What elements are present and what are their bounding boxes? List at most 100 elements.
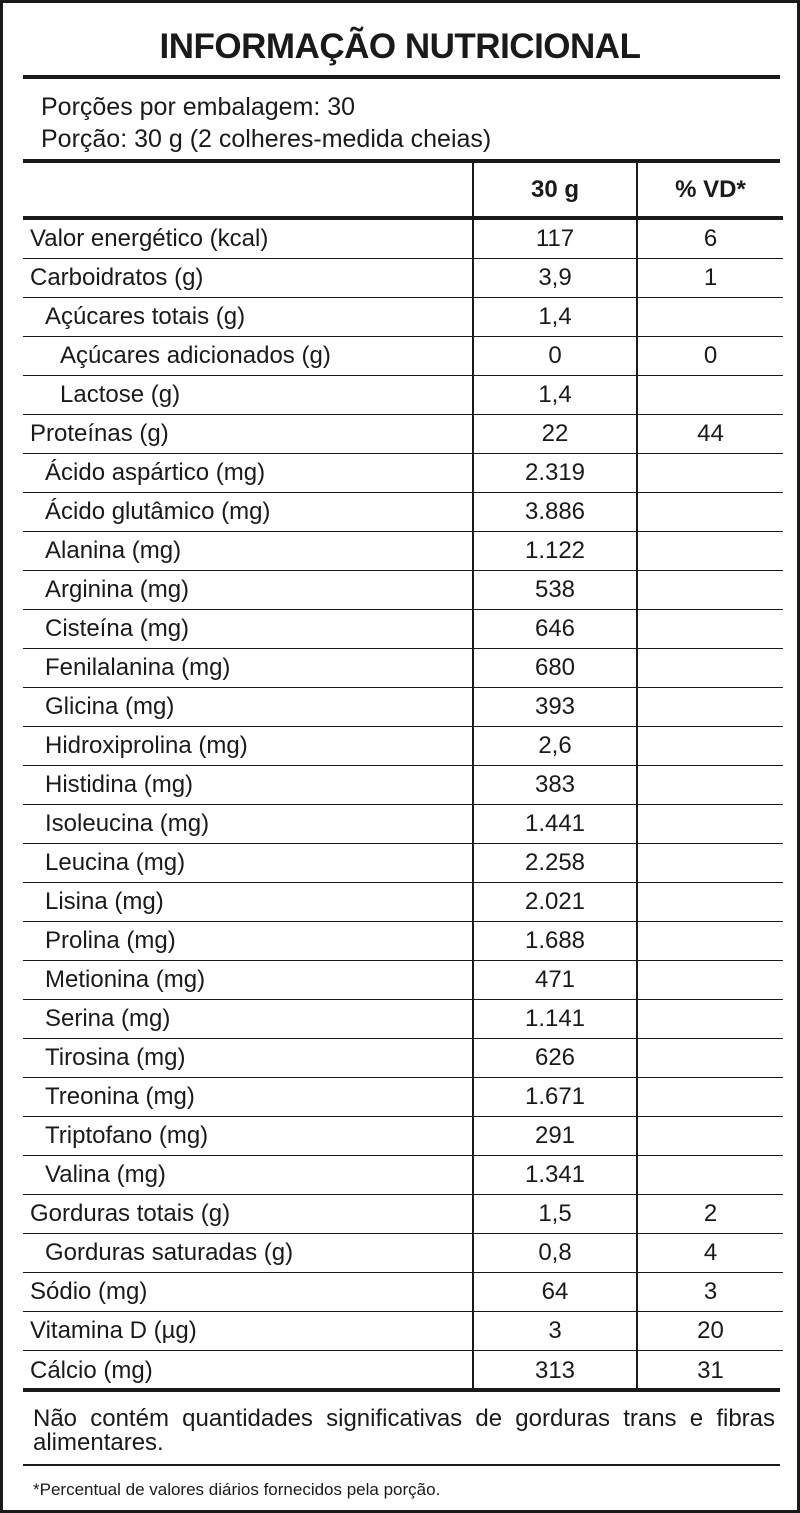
daily-value: 1 <box>703 264 718 291</box>
header-cell: 30 g <box>474 163 638 216</box>
amount: 22 <box>474 415 638 453</box>
nutrient-row: Ácido aspártico (mg) 2.319 <box>23 454 783 493</box>
nutrient-row: Sódio (mg) 64 3 <box>23 1273 783 1312</box>
amount: 2.258 <box>474 844 638 882</box>
nutrient-name: Cisteína (mg) <box>23 610 474 648</box>
daily-value <box>638 493 783 531</box>
nutrient-name: Ácido aspártico (mg) <box>23 454 474 492</box>
daily-value <box>638 376 783 414</box>
daily-value: 6 <box>703 225 718 252</box>
nutrient-name: Tirosina (mg) <box>23 1039 474 1077</box>
nutrient-row: Fenilalanina (mg) 680 <box>23 649 783 688</box>
nutrient-name: Carboidratos (g) <box>23 259 474 297</box>
daily-value <box>638 805 783 843</box>
nutrient-row: Hidroxiprolina (mg) 2,6 <box>23 727 783 766</box>
daily-value <box>638 1078 783 1116</box>
nutrient-name: Açúcares adicionados (g) <box>23 337 474 375</box>
note: Não contém quantidades significativas de… <box>33 1405 775 1456</box>
nutrient-row: Serina (mg) 1.141 <box>23 1000 783 1039</box>
amount: 393 <box>474 688 638 726</box>
nutrient-row: Prolina (mg) 1.688 <box>23 922 783 961</box>
nutrient-row: Metionina (mg) 471 <box>23 961 783 1000</box>
nutrient-name: Arginina (mg) <box>23 571 474 609</box>
amount: 117 <box>474 220 638 258</box>
nutrition-table: 30 g % VD* Valor energético (kcal) 117 6 Ca… <box>23 163 783 1390</box>
amount: 1,5 <box>474 1195 638 1233</box>
amount: 1.671 <box>474 1078 638 1116</box>
nutrient-name: Glicina (mg) <box>23 688 474 726</box>
rule <box>23 1464 780 1466</box>
nutrient-name: Valina (mg) <box>23 1156 474 1194</box>
amount: 1.141 <box>474 1000 638 1038</box>
nutrient-name: Prolina (mg) <box>23 922 474 960</box>
nutrient-row: Lactose (g) 1,4 <box>23 376 783 415</box>
amount: 2,6 <box>474 727 638 765</box>
amount: 64 <box>474 1273 638 1311</box>
daily-value <box>638 1117 783 1155</box>
amount: 3,9 <box>474 259 638 297</box>
nutrient-name: Treonina (mg) <box>23 1078 474 1116</box>
nutrient-row: Glicina (mg) 393 <box>23 688 783 727</box>
daily-value <box>638 1156 783 1194</box>
nutrient-name: Lactose (g) <box>23 376 474 414</box>
nutrient-row: Isoleucina (mg) 1.441 <box>23 805 783 844</box>
daily-value <box>638 1039 783 1077</box>
nutrient-row: Histidina (mg) 383 <box>23 766 783 805</box>
nutrient-row: Lisina (mg) 2.021 <box>23 883 783 922</box>
rule <box>23 1388 780 1392</box>
amount: 291 <box>474 1117 638 1155</box>
nutrient-name: Ácido glutâmico (mg) <box>23 493 474 531</box>
nutrient-name: Metionina (mg) <box>23 961 474 999</box>
nutrient-row: Cisteína (mg) 646 <box>23 610 783 649</box>
daily-value: 2 <box>703 1200 718 1227</box>
header-cell: % VD* <box>675 175 746 203</box>
nutrient-row: Arginina (mg) 538 <box>23 571 783 610</box>
nutrient-row: Carboidratos (g) 3,9 1 <box>23 259 783 298</box>
daily-value <box>638 727 783 765</box>
rule <box>23 75 780 79</box>
daily-value <box>638 571 783 609</box>
daily-value: 0 <box>703 342 718 369</box>
daily-value <box>638 610 783 648</box>
amount: 471 <box>474 961 638 999</box>
header-cell <box>23 163 474 216</box>
title: INFORMAÇÃO NUTRICIONAL <box>159 27 641 66</box>
nutrient-name: Leucina (mg) <box>23 844 474 882</box>
nutrient-row: Gorduras totais (g) 1,5 2 <box>23 1195 783 1234</box>
nutrient-name: Histidina (mg) <box>23 766 474 804</box>
daily-value <box>638 532 783 570</box>
nutrient-name: Gorduras saturadas (g) <box>23 1234 474 1272</box>
nutrient-row: Ácido glutâmico (mg) 3.886 <box>23 493 783 532</box>
daily-value: 3 <box>703 1278 718 1305</box>
nutrient-row: Proteínas (g) 22 44 <box>23 415 783 454</box>
nutrient-row: Tirosina (mg) 626 <box>23 1039 783 1078</box>
amount: 3 <box>474 1312 638 1350</box>
portion: Porção: 30 g (2 colheres-medida cheias) <box>41 125 492 153</box>
amount: 538 <box>474 571 638 609</box>
nutrient-row: Valor energético (kcal) 117 6 <box>23 220 783 259</box>
daily-value <box>638 298 783 336</box>
amount: 3.886 <box>474 493 638 531</box>
nutrient-row: Treonina (mg) 1.671 <box>23 1078 783 1117</box>
amount: 1.441 <box>474 805 638 843</box>
header-row: 30 g % VD* <box>23 163 783 220</box>
daily-value <box>638 688 783 726</box>
amount: 2.021 <box>474 883 638 921</box>
nutrient-name: Fenilalanina (mg) <box>23 649 474 687</box>
amount: 0 <box>474 337 638 375</box>
nutrient-row: Leucina (mg) 2.258 <box>23 844 783 883</box>
nutrient-row: Cálcio (mg) 313 31 <box>23 1351 783 1390</box>
nutrient-row: Açúcares totais (g) 1,4 <box>23 298 783 337</box>
daily-value <box>638 844 783 882</box>
serving-info: Porções por embalagem: 30 Porção: 30 g (… <box>41 91 491 155</box>
daily-value <box>638 883 783 921</box>
nutrient-name: Sódio (mg) <box>23 1273 474 1311</box>
nutrient-name: Triptofano (mg) <box>23 1117 474 1155</box>
daily-value <box>638 1000 783 1038</box>
nutrient-name: Gorduras totais (g) <box>23 1195 474 1233</box>
nutrient-name: Hidroxiprolina (mg) <box>23 727 474 765</box>
amount: 646 <box>474 610 638 648</box>
nutrient-row: Açúcares adicionados (g) 0 0 <box>23 337 783 376</box>
daily-value <box>638 649 783 687</box>
